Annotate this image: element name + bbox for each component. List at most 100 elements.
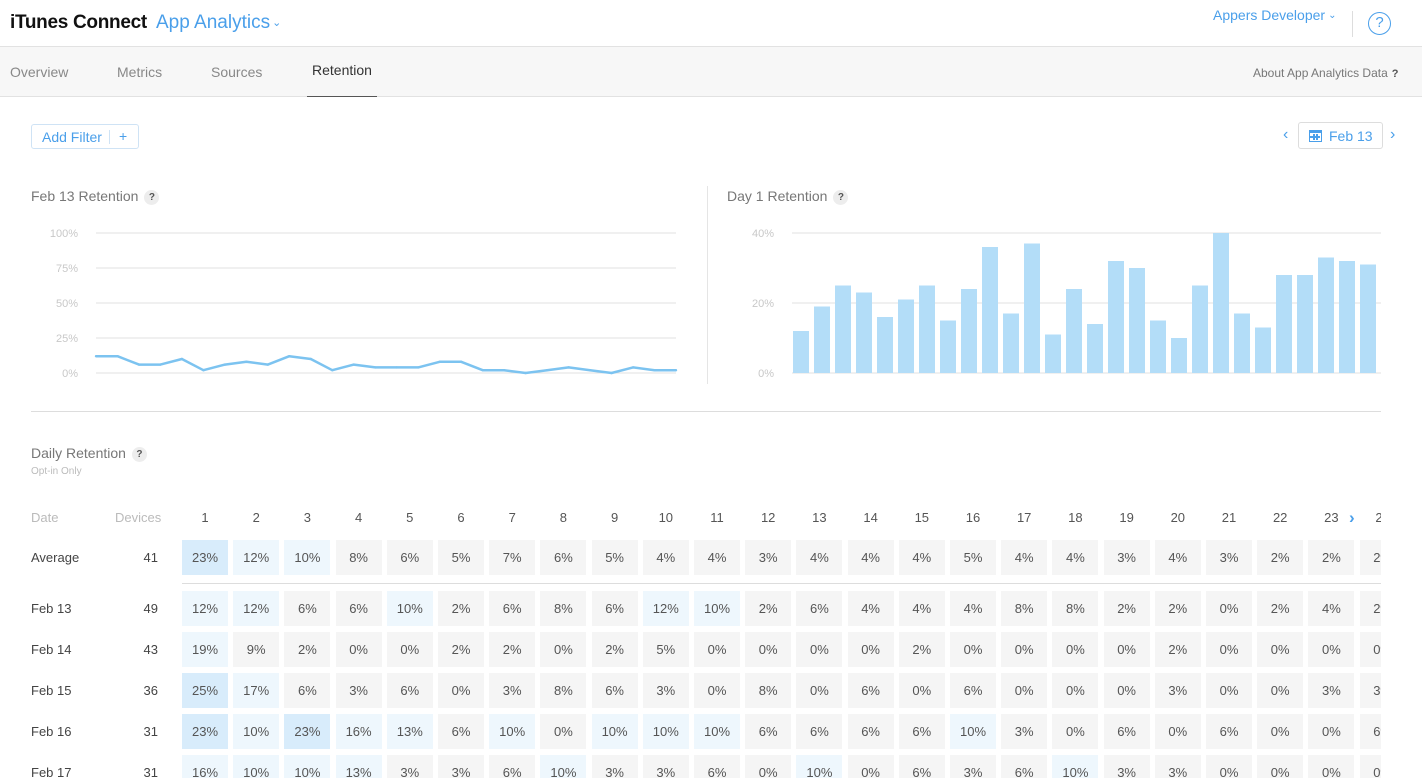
retention-cell[interactable]: 23% (182, 714, 228, 749)
retention-cell[interactable]: 12% (182, 591, 228, 626)
day1-bar[interactable] (1192, 285, 1208, 374)
retention-cell[interactable]: 17% (233, 673, 280, 708)
retention-cell[interactable]: 4% (847, 540, 894, 575)
retention-cell[interactable]: 2% (1359, 540, 1381, 575)
retention-cell[interactable]: 0% (950, 632, 996, 667)
retention-cell[interactable]: 10% (950, 714, 996, 749)
retention-cell[interactable]: 0% (1308, 714, 1355, 749)
retention-cell[interactable]: 2% (898, 632, 945, 667)
retention-cell[interactable]: 10% (489, 714, 536, 749)
retention-cell[interactable]: 3% (438, 755, 484, 778)
day1-bar[interactable] (919, 285, 935, 374)
retention-cell[interactable]: 0% (540, 632, 587, 667)
retention-cell[interactable]: 10% (642, 714, 689, 749)
retention-cell[interactable]: 8% (1001, 591, 1048, 626)
app-brand[interactable]: iTunes Connect (10, 12, 147, 33)
retention-cell[interactable]: 6% (1206, 714, 1252, 749)
retention-cell[interactable]: 2% (1257, 591, 1304, 626)
retention-cell[interactable]: 6% (591, 673, 638, 708)
day1-bar[interactable] (835, 285, 851, 374)
day1-bar[interactable] (940, 320, 956, 374)
day1-bar[interactable] (1129, 268, 1145, 373)
retention-cell[interactable]: 3% (1103, 755, 1150, 778)
retention-cell[interactable]: 6% (335, 591, 382, 626)
retention-cell[interactable]: 0% (1206, 755, 1252, 778)
retention-cell[interactable]: 3% (1001, 714, 1048, 749)
retention-cell[interactable]: 3% (1154, 755, 1201, 778)
retention-cell[interactable]: 12% (233, 591, 280, 626)
day1-bar[interactable] (1045, 334, 1061, 374)
retention-cell[interactable]: 0% (796, 632, 843, 667)
retention-cell[interactable]: 19% (182, 632, 228, 667)
retention-cell[interactable]: 3% (1359, 673, 1381, 708)
retention-cell[interactable]: 16% (182, 755, 228, 778)
tab-sources[interactable]: Sources (211, 64, 263, 80)
retention-cell[interactable]: 10% (694, 591, 740, 626)
retention-cell[interactable]: 6% (1103, 714, 1150, 749)
retention-cell[interactable]: 0% (335, 632, 382, 667)
retention-cell[interactable]: 8% (745, 673, 792, 708)
retention-cell[interactable]: 13% (335, 755, 382, 778)
day1-bar[interactable] (982, 247, 998, 373)
retention-cell[interactable]: 0% (1154, 714, 1201, 749)
retention-cell[interactable]: 6% (796, 591, 843, 626)
retention-cell[interactable]: 3% (591, 755, 638, 778)
retention-cell[interactable]: 3% (1206, 540, 1252, 575)
retention-cell[interactable]: 6% (745, 714, 792, 749)
retention-cell[interactable]: 9% (233, 632, 280, 667)
day1-bar[interactable] (1003, 313, 1019, 374)
retention-cell[interactable]: 23% (284, 714, 331, 749)
retention-cell[interactable]: 10% (796, 755, 843, 778)
retention-cell[interactable]: 0% (796, 673, 843, 708)
retention-cell[interactable]: 2% (1359, 591, 1381, 626)
retention-cell[interactable]: 0% (1052, 714, 1099, 749)
previous-date-button[interactable]: ‹ (1283, 126, 1289, 143)
retention-cell[interactable]: 0% (847, 632, 894, 667)
retention-cell[interactable]: 10% (233, 755, 280, 778)
day1-bar[interactable] (814, 306, 830, 374)
retention-cell[interactable]: 6% (489, 591, 536, 626)
retention-cell[interactable]: 0% (1052, 673, 1099, 708)
retention-cell[interactable]: 6% (591, 591, 638, 626)
retention-cell[interactable]: 8% (1052, 591, 1099, 626)
retention-cell[interactable]: 12% (233, 540, 280, 575)
retention-cell[interactable]: 10% (386, 591, 433, 626)
retention-cell[interactable]: 0% (1359, 632, 1381, 667)
retention-cell[interactable]: 0% (1308, 632, 1355, 667)
retention-cell[interactable]: 6% (386, 540, 433, 575)
retention-cell[interactable]: 0% (1257, 673, 1304, 708)
retention-cell[interactable]: 0% (694, 673, 740, 708)
retention-cell[interactable]: 23% (182, 540, 228, 575)
retention-cell[interactable]: 6% (898, 714, 945, 749)
help-badge-icon[interactable]: ? (144, 190, 160, 205)
retention-cell[interactable]: 3% (745, 540, 792, 575)
retention-cell[interactable]: 6% (386, 673, 433, 708)
day1-bar[interactable] (1297, 275, 1313, 373)
day1-bar[interactable] (1213, 233, 1229, 373)
retention-cell[interactable]: 0% (1206, 673, 1252, 708)
help-icon[interactable]: ? (1368, 12, 1391, 35)
retention-cell[interactable]: 2% (1154, 591, 1201, 626)
retention-cell[interactable]: 6% (1359, 714, 1381, 749)
retention-cell[interactable]: 2% (1308, 540, 1355, 575)
retention-cell[interactable]: 2% (1103, 591, 1150, 626)
retention-cell[interactable]: 6% (1001, 755, 1048, 778)
module-selector[interactable]: App Analytics ⌄ (156, 12, 281, 34)
retention-cell[interactable]: 4% (847, 591, 894, 626)
about-data-link[interactable]: About App Analytics Data? (1253, 66, 1399, 80)
retention-cell[interactable]: 0% (1103, 632, 1150, 667)
retention-cell[interactable]: 12% (642, 591, 689, 626)
add-filter-button[interactable]: Add Filter + (31, 124, 139, 149)
retention-cell[interactable]: 3% (1308, 673, 1355, 708)
retention-cell[interactable]: 8% (540, 591, 587, 626)
retention-cell[interactable]: 3% (386, 755, 433, 778)
retention-cell[interactable]: 6% (950, 673, 996, 708)
day1-bar[interactable] (1339, 261, 1355, 373)
day1-bar[interactable] (1150, 320, 1166, 374)
tab-retention[interactable]: Retention (307, 62, 377, 97)
retention-cell[interactable]: 6% (694, 755, 740, 778)
next-date-button[interactable]: › (1390, 126, 1396, 143)
retention-cell[interactable]: 0% (1052, 632, 1099, 667)
day1-bar[interactable] (1024, 243, 1040, 374)
day1-bar[interactable] (961, 289, 977, 373)
